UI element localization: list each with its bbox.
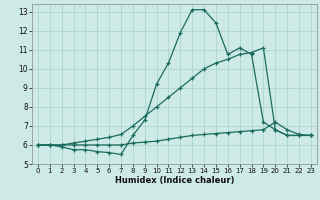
X-axis label: Humidex (Indice chaleur): Humidex (Indice chaleur) [115, 176, 234, 185]
